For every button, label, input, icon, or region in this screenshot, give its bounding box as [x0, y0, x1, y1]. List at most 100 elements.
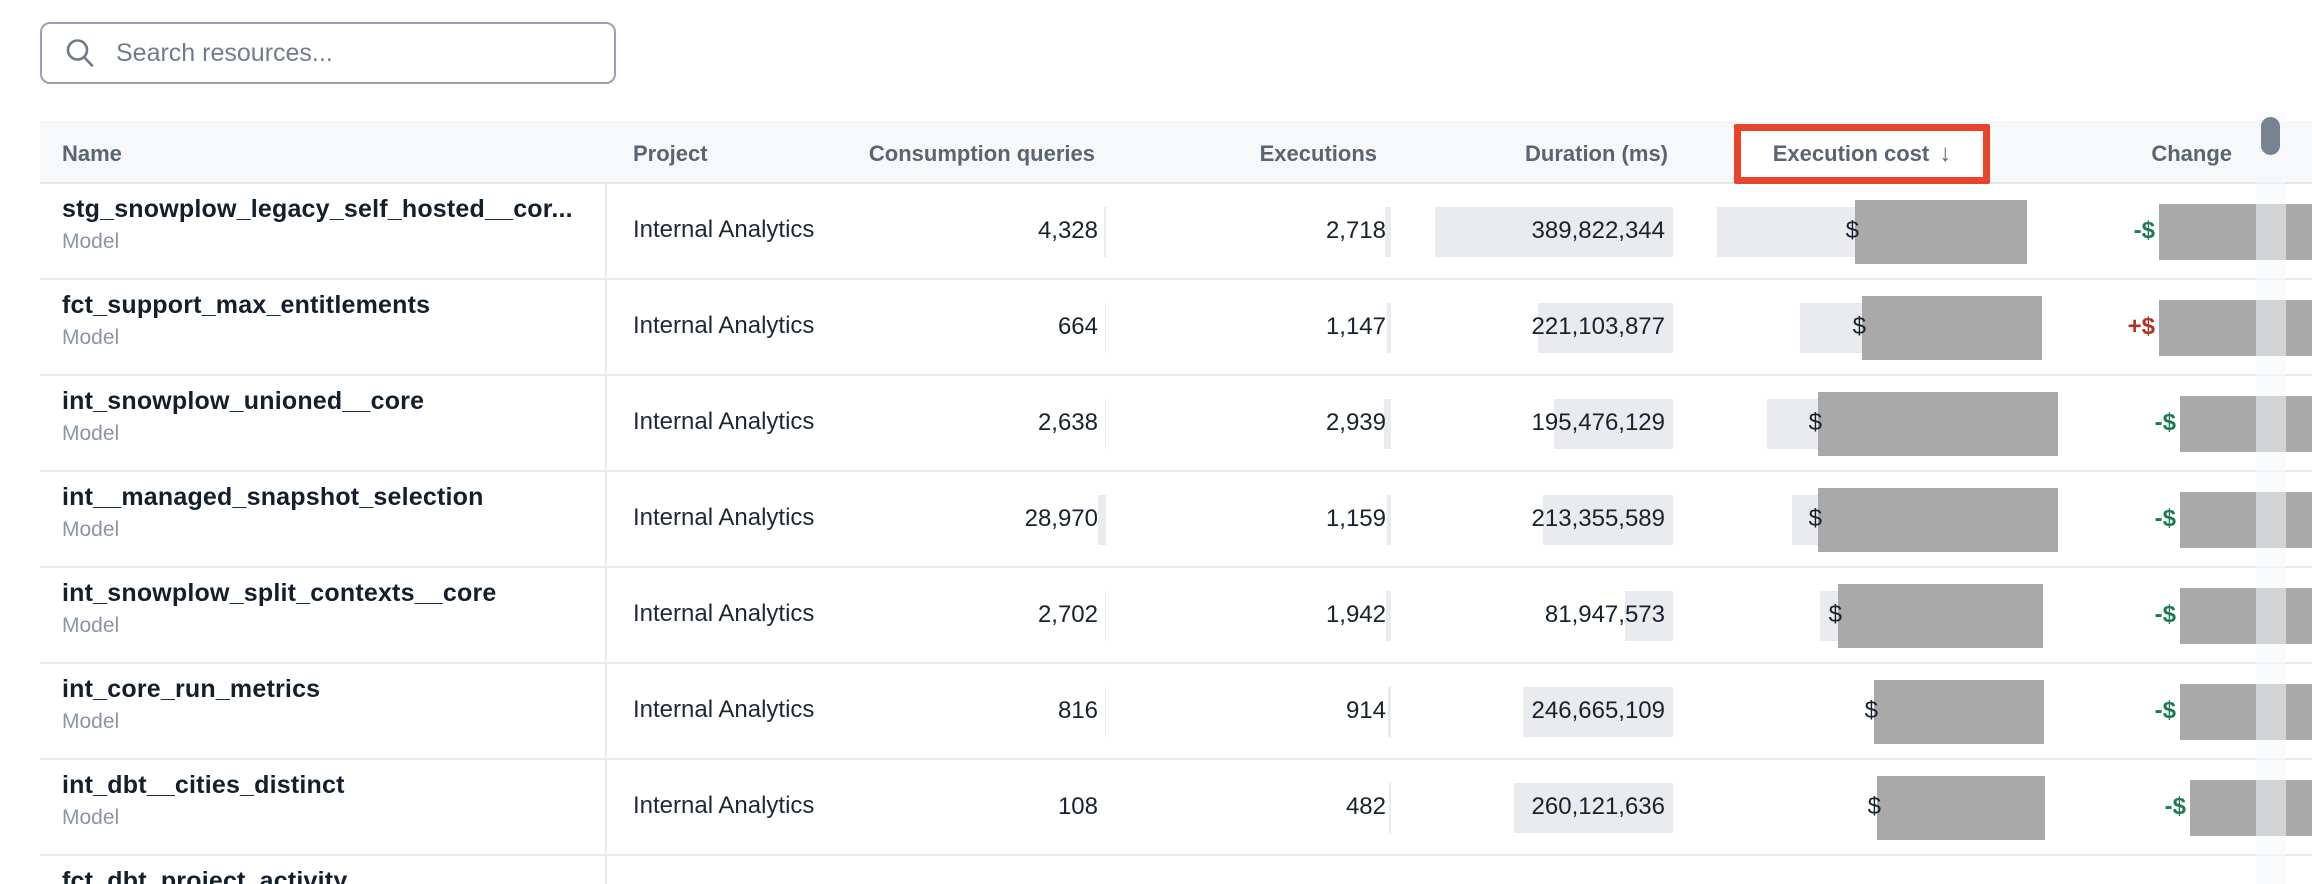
change-redacted-value	[2180, 492, 2312, 548]
column-header-execution-cost-highlight-box[interactable]: Execution cost ↓	[1734, 124, 1990, 184]
resource-name-cell: stg_snowplow_legacy_self_hosted__cor... M…	[62, 195, 573, 254]
column-header-executions[interactable]: Executions	[1259, 141, 1377, 166]
executions-bar	[1386, 591, 1391, 641]
column-header-change[interactable]: Change	[2151, 141, 2232, 166]
duration-ms-value: 81,947,573	[1544, 601, 1665, 628]
resource-name-cell: fct_support_max_entitlements Model	[62, 291, 430, 350]
table-row[interactable]: fct_support_max_entitlements Model Interna…	[40, 280, 2312, 376]
execution-cost-currency-prefix: $	[1852, 313, 1866, 340]
consumption-queries-bar	[1105, 591, 1106, 641]
column-header-consumption-queries[interactable]: Consumption queries	[868, 141, 1095, 166]
resource-type-label: Model	[62, 326, 120, 349]
resource-type-label: Model	[62, 518, 120, 541]
project-cell: Internal Analytics	[633, 408, 815, 435]
duration-ms-value: 221,103,877	[1531, 313, 1665, 340]
execution-cost-currency-prefix: $	[1867, 793, 1881, 820]
consumption-queries-bar	[1098, 495, 1106, 545]
project-cell: Internal Analytics	[633, 504, 815, 531]
change-sign-prefix: -$	[2154, 697, 2176, 724]
column-header-duration-ms[interactable]: Duration (ms)	[1525, 141, 1668, 166]
consumption-queries-value: 4,328	[1037, 217, 1098, 244]
resource-name-cell: int__managed_snapshot_selection Model	[62, 483, 484, 542]
execution-cost-redacted-value	[1818, 392, 2058, 456]
change-redacted-value	[2180, 588, 2312, 644]
project-cell: Internal Analytics	[633, 696, 815, 723]
resource-type-label: Model	[62, 230, 120, 253]
table-header: Name Project Consumption queries Executi…	[40, 122, 2312, 184]
executions-value: 2,718	[1325, 217, 1386, 244]
table-row[interactable]: fct_dbt_project_activityModel	[40, 856, 2312, 884]
resource-name[interactable]: int_snowplow_split_contexts__core	[62, 579, 497, 607]
execution-cost-bar	[1800, 303, 1862, 353]
change-redacted-value	[2159, 300, 2312, 356]
resource-type-label: Model	[62, 710, 120, 733]
vertical-scrollbar-thumb[interactable]	[2261, 117, 2280, 155]
consumption-queries-value: 816	[1057, 697, 1098, 724]
table-row[interactable]: int__managed_snapshot_selection Model Inte…	[40, 472, 2312, 568]
resource-name-cell: int_dbt__cities_distinct Model	[62, 771, 345, 830]
column-header-name[interactable]: Name	[62, 141, 122, 166]
change-redacted-value	[2190, 780, 2312, 836]
executions-value: 482	[1345, 793, 1386, 820]
project-cell: Internal Analytics	[633, 312, 815, 339]
executions-bar	[1387, 495, 1391, 545]
sort-descending-arrow-icon: ↓	[1939, 140, 1952, 167]
resource-name-cell: fct_dbt_project_activityModel	[62, 867, 347, 884]
search-input[interactable]	[114, 37, 558, 69]
resource-name-cell: int_snowplow_unioned__core Model	[62, 387, 424, 446]
consumption-queries-bar	[1105, 399, 1106, 449]
consumption-queries-value: 108	[1057, 793, 1098, 820]
executions-bar	[1389, 783, 1391, 833]
table-row[interactable]: int_dbt__cities_distinct Model Internal An…	[40, 760, 2312, 856]
project-cell: Internal Analytics	[633, 600, 815, 627]
change-sign-prefix: -$	[2154, 601, 2176, 628]
vertical-scrollbar-track[interactable]	[2256, 112, 2286, 884]
executions-bar	[1387, 303, 1391, 353]
column-header-project[interactable]: Project	[633, 141, 708, 166]
resource-type-label: Model	[62, 422, 120, 445]
resource-name[interactable]: fct_dbt_project_activity	[62, 867, 348, 884]
resource-name-cell: int_core_run_metrics Model	[62, 675, 320, 734]
table-row[interactable]: int_snowplow_unioned__core Model Internal …	[40, 376, 2312, 472]
execution-cost-redacted-value	[1862, 296, 2042, 360]
resource-name[interactable]: stg_snowplow_legacy_self_hosted__cor...	[62, 195, 573, 223]
consumption-queries-bar	[1105, 303, 1106, 353]
table-row[interactable]: stg_snowplow_legacy_self_hosted__cor... M…	[40, 184, 2312, 280]
duration-bar	[1625, 591, 1673, 641]
duration-ms-value: 260,121,636	[1531, 793, 1665, 820]
resource-name[interactable]: int_snowplow_unioned__core	[62, 387, 425, 415]
project-cell: Internal Analytics	[633, 792, 815, 819]
column-divider	[605, 122, 607, 884]
consumption-queries-bar	[1105, 687, 1106, 737]
execution-cost-redacted-value	[1818, 488, 2058, 552]
resource-name-cell: int_snowplow_split_contexts__core Model	[62, 579, 497, 638]
resource-name[interactable]: int_core_run_metrics	[62, 675, 321, 703]
execution-cost-bar	[1717, 207, 1862, 257]
table-row[interactable]: int_snowplow_split_contexts__core Model In…	[40, 568, 2312, 664]
execution-cost-redacted-value	[1855, 200, 2027, 264]
resource-name[interactable]: int_dbt__cities_distinct	[62, 771, 345, 799]
execution-cost-redacted-value	[1838, 584, 2043, 648]
consumption-queries-value: 664	[1057, 313, 1098, 340]
executions-value: 914	[1345, 697, 1386, 724]
change-sign-prefix: +$	[2127, 313, 2155, 340]
execution-cost-currency-prefix: $	[1808, 409, 1822, 436]
change-sign-prefix: -$	[2154, 505, 2176, 532]
consumption-queries-value: 2,702	[1037, 601, 1098, 628]
change-sign-prefix: -$	[2133, 217, 2155, 244]
search-box[interactable]	[40, 22, 616, 84]
resource-name[interactable]: int__managed_snapshot_selection	[62, 483, 484, 511]
duration-ms-value: 389,822,344	[1531, 217, 1665, 244]
resource-type-label: Model	[62, 614, 120, 637]
execution-cost-redacted-value	[1874, 680, 2044, 744]
duration-ms-value: 246,665,109	[1531, 697, 1665, 724]
search-icon	[66, 39, 94, 67]
resource-type-label: Model	[62, 806, 120, 829]
executions-bar	[1384, 399, 1391, 449]
duration-bar	[1538, 303, 1673, 353]
table-row[interactable]: int_core_run_metrics Model Internal Analyt…	[40, 664, 2312, 760]
resource-name[interactable]: fct_support_max_entitlements	[62, 291, 431, 319]
duration-bar	[1523, 687, 1673, 737]
execution-cost-currency-prefix: $	[1864, 697, 1878, 724]
